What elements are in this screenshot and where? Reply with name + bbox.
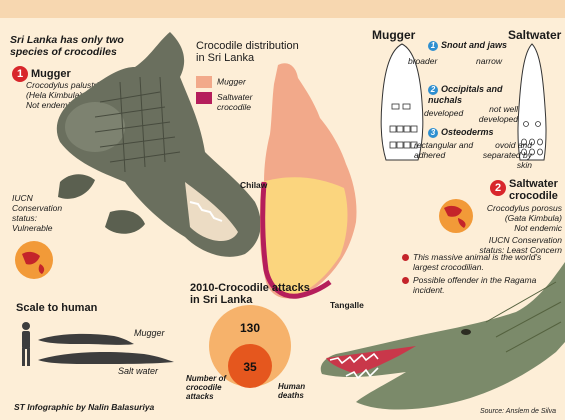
feature-3-right: ovoid and separated by skin [482, 140, 532, 170]
mugger-crocodile-illustration [56, 32, 261, 257]
legend-label: Mugger [217, 76, 246, 87]
saltwater-crocodile-illustration [320, 262, 565, 410]
iucn-line: Conservation [12, 203, 63, 213]
mugger-scientific: Crocodylus palustris [26, 80, 103, 90]
mugger-status: Not endemic [26, 100, 74, 110]
mugger-name: Mugger [31, 68, 71, 80]
scale-label-saltwater: Salt water [118, 366, 159, 376]
mugger-iucn: IUCN Conservation status: Vulnerable [12, 193, 62, 233]
feature-2-left: developed [424, 108, 464, 118]
compare-left-heading: Mugger [372, 28, 416, 42]
bullet-dot [402, 277, 409, 284]
intro-text: Sri Lanka has only two species of crocod… [10, 34, 124, 58]
feature-3-left: rectangular and adhered [414, 140, 474, 160]
mugger-details: Crocodylus palustris (Hela Kimbula) Not … [26, 80, 146, 110]
feature-3-name: 3 Osteoderms [428, 127, 494, 138]
place-label-chilaw: Chilaw [240, 180, 268, 190]
mugger-range-globe [15, 241, 53, 279]
legend-swatch [196, 76, 212, 88]
sri-lanka-map [260, 63, 357, 299]
attacks-title: 2010-Crocodile attacks in Sri Lanka [190, 282, 310, 306]
value-total-attacks: 130 [240, 321, 260, 335]
value-human-deaths: 35 [243, 360, 257, 374]
saltwater-scientific: Crocodylus porosus [486, 203, 562, 213]
saltwater-details: Crocodylus porosus (Gata Kimbula) Not en… [470, 203, 562, 233]
scale-silhouettes [22, 322, 174, 366]
note-item: This massive animal is the world's large… [402, 252, 552, 272]
legend-swatch [196, 92, 212, 104]
saltwater-local: (Gata Kimbula) [504, 213, 562, 223]
feature-number: 2 [428, 85, 438, 95]
saltwater-name: Saltwater crocodile [509, 178, 558, 202]
saltwater-status: Not endemic [514, 223, 562, 233]
legend-label: Saltwater crocodile [217, 92, 253, 112]
saltwater-skull-diagram [517, 43, 547, 161]
source-text: Source: Anslem de Silva [480, 408, 556, 415]
bubble-human-deaths [228, 344, 272, 388]
feature-2-right: not well developed [478, 104, 518, 124]
label-total-attacks: Number of crocodile attacks [186, 374, 226, 401]
bullet-dot [402, 254, 409, 261]
mugger-silhouette [38, 333, 134, 345]
label-human-deaths: Human deaths [278, 382, 306, 400]
note-item: Possible offender in the Ragama incident… [402, 275, 552, 295]
mugger-heading: 1 Mugger [12, 64, 71, 82]
legend-mugger: Mugger [196, 76, 277, 88]
feature-number: 1 [428, 41, 438, 51]
number-badge: 2 [490, 180, 506, 196]
mugger-skull-diagram [380, 43, 424, 161]
saltwater-silhouette [38, 352, 174, 364]
feature-1-left: broader [408, 56, 438, 66]
saltwater-range-globe [439, 199, 473, 233]
credit-text: ST Infographic by Nalin Balasuriya [14, 402, 155, 412]
saltwater-iucn: IUCN Conservation status: Least Concern [479, 235, 562, 255]
top-band [0, 0, 565, 18]
map-title: Crocodile distribution in Sri Lanka [196, 40, 299, 64]
mugger-local: (Hela Kimbula) [26, 90, 83, 100]
feature-2-name: 2 Occipitals and nuchals [428, 84, 503, 105]
feature-number: 3 [428, 128, 438, 138]
legend-saltwater: Saltwater crocodile [196, 92, 277, 112]
scale-title: Scale to human [16, 302, 98, 314]
saltwater-range-coast [260, 181, 332, 299]
attacks-bubble-chart: 130 35 [209, 305, 291, 388]
human-silhouette [22, 322, 30, 366]
scale-label-mugger: Mugger [134, 328, 165, 338]
saltwater-heading: 2 Saltwater crocodile [490, 178, 562, 202]
saltwater-notes: This massive animal is the world's large… [402, 252, 552, 295]
overlap-area [260, 177, 348, 295]
iucn-line: Vulnerable [12, 223, 53, 233]
iucn-line: IUCN [12, 193, 33, 203]
feature-1-name: 1 Snout and jaws [428, 40, 507, 51]
feature-1-right: narrow [476, 56, 502, 66]
compare-right-heading: Saltwater [508, 28, 562, 42]
map-legend: Mugger Saltwater crocodile [196, 76, 277, 112]
place-label-tangalle: Tangalle [330, 300, 364, 310]
number-badge: 1 [12, 66, 28, 82]
iucn-line: status: [12, 213, 38, 223]
